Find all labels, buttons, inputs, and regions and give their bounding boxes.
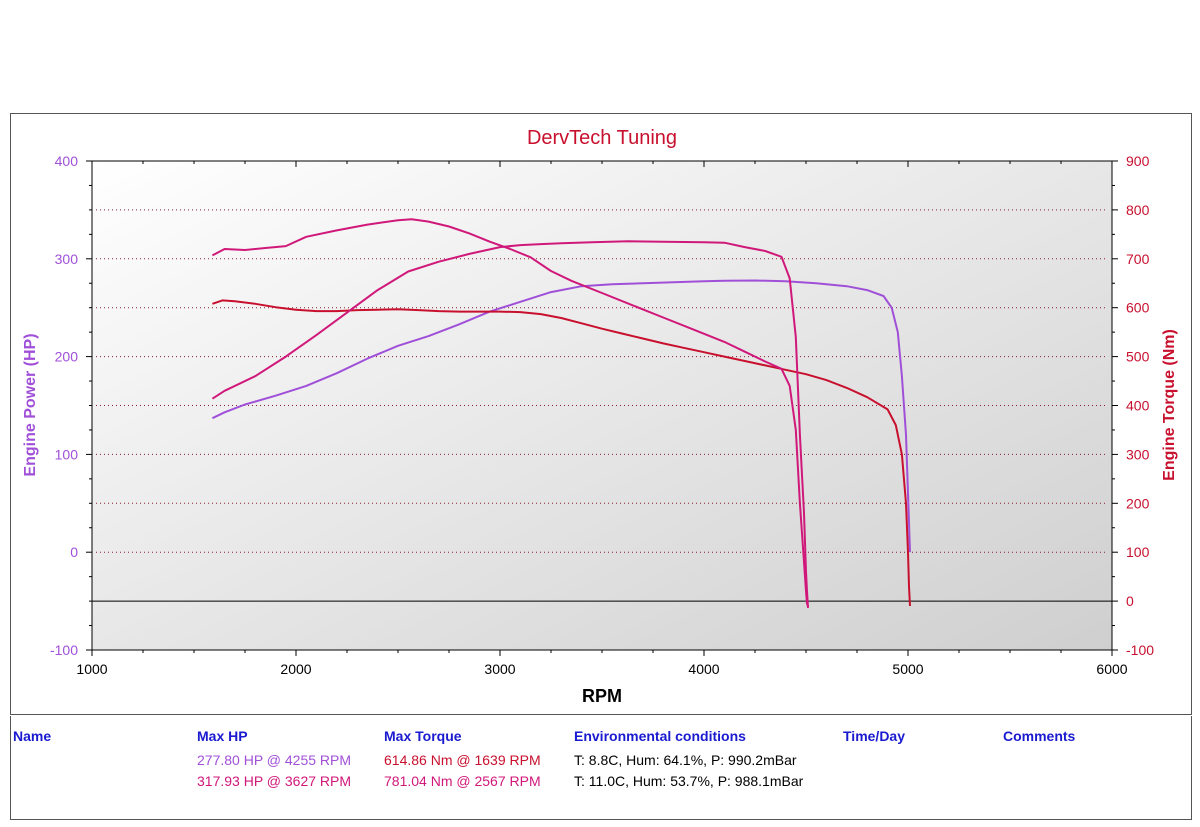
y-right-tick-label: 300	[1126, 446, 1150, 462]
dyno-chart-frame: DervTech Tuning 1000 2000 3000 4000 5000 6000…	[10, 113, 1192, 715]
series-run2-power	[211, 240, 809, 608]
x-tick-label: 3000	[484, 661, 515, 677]
series-lines	[211, 218, 911, 608]
y-left-tick-label: 400	[55, 153, 79, 169]
series-run2-torque	[211, 218, 809, 607]
col-header-name: Name	[13, 728, 52, 744]
col-header-time: Time/Day	[843, 728, 905, 744]
y-right-tick-label: 600	[1126, 300, 1150, 316]
axes	[86, 160, 1118, 656]
x-tick-label: 5000	[892, 661, 923, 677]
x-tick-label: 6000	[1096, 661, 1127, 677]
y-left-tick-label: 200	[55, 349, 79, 365]
y-left-tick-label: 300	[55, 251, 79, 267]
col-header-env: Environmental conditions	[574, 728, 746, 744]
y-right-tick-label: -100	[1126, 642, 1154, 658]
y-right-tick-label: 400	[1126, 398, 1150, 414]
chart-title: DervTech Tuning	[527, 127, 677, 149]
x-tick-label: 1000	[76, 661, 107, 677]
x-tick-label: 2000	[280, 661, 311, 677]
results-table: Name Max HP Max Torque Environmental con…	[10, 716, 1192, 820]
grid-lines	[92, 209, 1112, 602]
y-right-tick-label: 900	[1126, 153, 1150, 169]
table-row-1-env: T: 8.8C, Hum: 64.1%, P: 990.2mBar	[574, 752, 797, 768]
dyno-chart: DervTech Tuning 1000 2000 3000 4000 5000 6000…	[22, 127, 1178, 706]
col-header-max-torque: Max Torque	[384, 728, 462, 744]
y-right-tick-label: 700	[1126, 251, 1150, 267]
y-right-tick-label: 500	[1126, 349, 1150, 365]
y-right-tick-label: 100	[1126, 544, 1150, 560]
col-header-max-hp: Max HP	[197, 728, 248, 744]
table-row-1-max-hp: 277.80 HP @ 4255 RPM	[197, 752, 352, 768]
y-axis-right-label: Engine Torque (Nm)	[1161, 329, 1178, 481]
y-right-tick-label: 200	[1126, 495, 1150, 511]
y-axis-left-label: Engine Power (HP)	[22, 333, 39, 476]
y-right-tick-label: 800	[1126, 202, 1150, 218]
series-run1-power	[211, 279, 911, 553]
y-right-tick-label: 0	[1126, 593, 1134, 609]
table-row-1-max-torque: 614.86 Nm @ 1639 RPM	[384, 752, 541, 768]
table-row-2-max-torque: 781.04 Nm @ 2567 RPM	[384, 773, 541, 789]
y-left-tick-label: -100	[50, 642, 78, 658]
col-header-comments: Comments	[1003, 728, 1076, 744]
y-left-tick-label: 0	[70, 544, 78, 560]
table-row-2-max-hp: 317.93 HP @ 3627 RPM	[197, 773, 352, 789]
series-run1-torque	[212, 299, 911, 607]
x-axis-label: RPM	[582, 686, 622, 706]
y-left-tick-label: 100	[55, 446, 79, 462]
x-tick-label: 4000	[688, 661, 719, 677]
table-row-2-env: T: 11.0C, Hum: 53.7%, P: 988.1mBar	[574, 773, 804, 789]
tick-labels: 1000 2000 3000 4000 5000 6000-100010020030040…	[50, 153, 1154, 677]
